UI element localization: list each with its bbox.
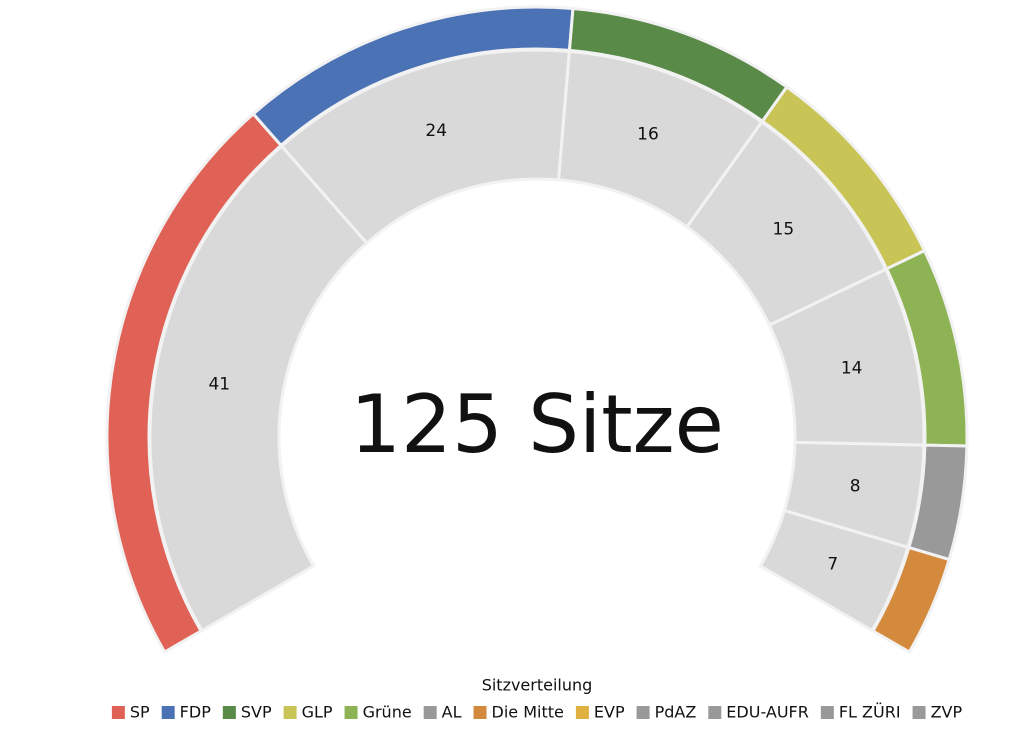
legend-swatch <box>111 706 125 719</box>
gauge-ring-segment <box>870 545 952 655</box>
data-label: 15 <box>773 220 795 240</box>
legend-swatch <box>575 706 589 719</box>
data-label: 7 <box>827 554 838 574</box>
legend-swatch <box>912 706 926 719</box>
legend-label: GLP <box>302 703 333 722</box>
data-label: 14 <box>841 359 863 379</box>
legend-swatch <box>161 706 175 719</box>
gauge-segment <box>760 566 873 631</box>
legend-label: SP <box>130 703 150 722</box>
legend-label: ZVP <box>931 703 963 722</box>
legend-label: Die Mitte <box>492 703 564 722</box>
data-label: 16 <box>637 125 659 145</box>
center-label: 125 Sitze <box>350 378 724 471</box>
data-label: 8 <box>850 477 861 497</box>
data-label: 41 <box>208 375 230 395</box>
legend-label: AL <box>442 703 462 722</box>
legend-swatch <box>222 706 236 719</box>
legend-swatch <box>636 706 650 719</box>
legend-swatch <box>820 706 834 719</box>
legend-swatch <box>708 706 722 719</box>
legend-label: Grüne <box>363 703 412 722</box>
legend-title: Sitzverteilung <box>482 676 593 695</box>
legend-label: FDP <box>180 703 212 722</box>
legend-label: SVP <box>241 703 272 722</box>
data-label: 24 <box>425 121 447 141</box>
legend-label: EDU-AUFR <box>726 703 809 722</box>
legend-label: PdAZ <box>655 703 697 722</box>
legend: SP FDP SVP GLP Grüne AL Die Mitte EVP PdAZ EDU-AU… <box>111 703 963 722</box>
legend-label: FL ZÜRI <box>839 703 901 722</box>
legend-label: EVP <box>594 703 625 722</box>
legend-swatch <box>344 706 358 719</box>
legend-swatch <box>423 706 437 719</box>
legend-swatch <box>283 706 297 719</box>
legend-swatch <box>473 706 487 719</box>
